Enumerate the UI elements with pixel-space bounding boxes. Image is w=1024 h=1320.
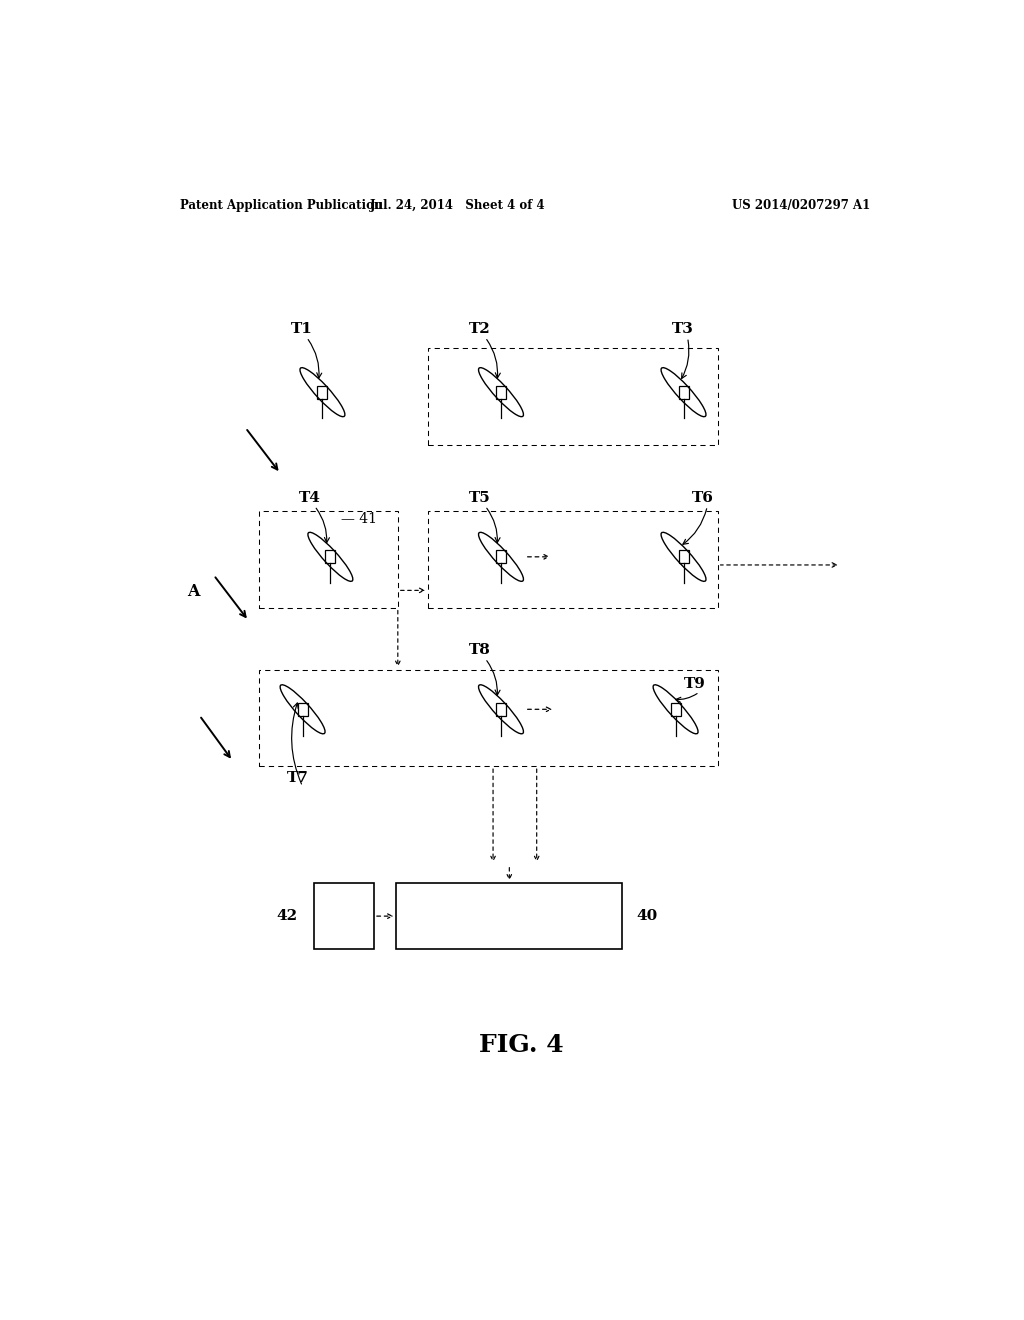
Text: T8: T8 <box>469 643 492 657</box>
Text: T3: T3 <box>672 322 693 337</box>
Text: 42: 42 <box>275 909 297 923</box>
Text: Jul. 24, 2014   Sheet 4 of 4: Jul. 24, 2014 Sheet 4 of 4 <box>370 198 545 211</box>
Bar <box>314 883 374 949</box>
Text: T9: T9 <box>684 677 706 690</box>
Text: T5: T5 <box>469 491 490 504</box>
Text: T7: T7 <box>287 771 308 785</box>
Bar <box>259 669 718 766</box>
Bar <box>671 702 681 715</box>
Text: FIG. 4: FIG. 4 <box>478 1032 563 1057</box>
Bar <box>428 511 718 607</box>
Bar <box>298 702 307 715</box>
Text: 40: 40 <box>637 909 658 923</box>
Text: T4: T4 <box>299 491 321 504</box>
Text: A: A <box>186 583 200 599</box>
Bar <box>496 385 506 399</box>
Text: T2: T2 <box>469 322 490 337</box>
Text: Patent Application Publication: Patent Application Publication <box>179 198 382 211</box>
Bar <box>679 550 688 564</box>
Text: T1: T1 <box>291 322 312 337</box>
Bar <box>317 385 328 399</box>
Bar <box>259 511 397 607</box>
Bar <box>496 702 506 715</box>
Text: T6: T6 <box>691 491 714 504</box>
Bar <box>496 550 506 564</box>
Bar <box>396 883 623 949</box>
Bar <box>679 385 688 399</box>
Text: US 2014/0207297 A1: US 2014/0207297 A1 <box>732 198 870 211</box>
Text: — 41: — 41 <box>341 512 377 527</box>
Bar <box>326 550 336 564</box>
Bar <box>428 348 718 445</box>
